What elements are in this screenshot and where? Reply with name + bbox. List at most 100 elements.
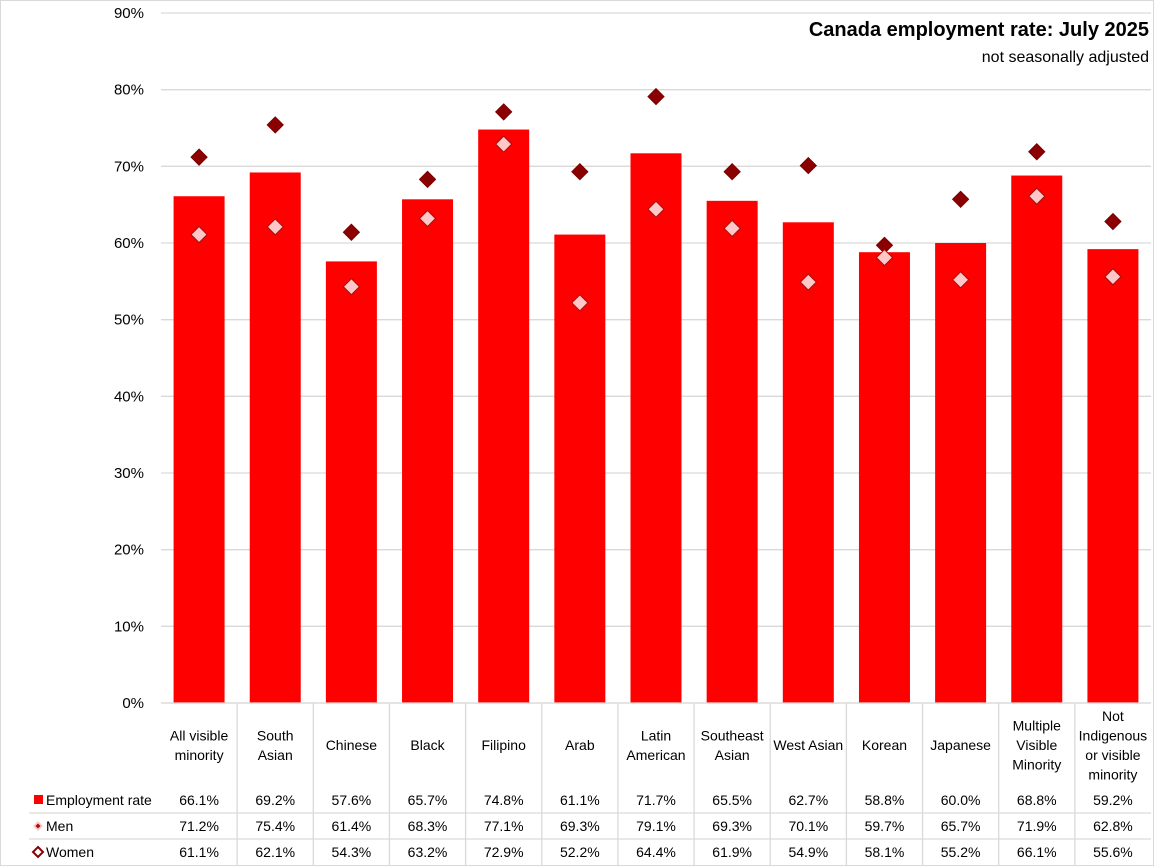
table-cell: 65.5% (712, 792, 752, 808)
table-cell: 52.2% (560, 844, 600, 860)
table-cell: 71.7% (636, 792, 676, 808)
table-row-label: Employment rate (46, 792, 152, 808)
y-tick-label: 80% (114, 82, 144, 99)
data-table: All visible minority South Asian Chinese Blac… (29, 702, 1151, 865)
bar (1011, 175, 1063, 704)
y-tick-label: 50% (114, 312, 144, 329)
y-tick-label: 0% (122, 695, 144, 712)
table-row-label: Women (46, 844, 94, 860)
marker-men (266, 116, 284, 134)
y-tick-label: 60% (114, 235, 144, 252)
x-category-label: South (257, 727, 294, 743)
marker-men (571, 162, 589, 181)
table-cell: 69.3% (560, 818, 600, 834)
marker-women (266, 218, 284, 236)
y-tick-label: 10% (114, 618, 144, 635)
x-category-label: All visible (170, 727, 229, 743)
table-cell: 71.9% (1017, 818, 1057, 834)
y-tick-label: 20% (114, 542, 144, 559)
table-row-label: Men (46, 818, 73, 834)
x-category-label: Not (1102, 708, 1124, 724)
table-cell: 60.0% (941, 792, 981, 808)
y-tick-label: 30% (114, 465, 144, 482)
table-cell: 64.4% (636, 844, 676, 860)
bar (173, 196, 225, 703)
table-cell: 62.7% (788, 792, 828, 808)
table-cell: 75.4% (255, 818, 295, 834)
table-cell: 68.8% (1017, 792, 1057, 808)
x-category-label: Black (410, 737, 445, 753)
y-tick-label: 70% (114, 158, 144, 175)
table-cell: 58.1% (865, 844, 905, 860)
table-cell: 69.2% (255, 792, 295, 808)
table-cell: 59.2% (1093, 792, 1133, 808)
table-cell: 66.1% (179, 792, 219, 808)
bar (478, 129, 530, 704)
x-category-label: Japanese (930, 737, 991, 753)
table-cell: 55.6% (1093, 844, 1133, 860)
bar (858, 252, 910, 703)
marker-women (951, 271, 970, 289)
marker-men (799, 156, 818, 175)
table-cell: 72.9% (484, 844, 524, 860)
bar (402, 199, 454, 704)
table-cell: 55.2% (941, 844, 981, 860)
x-category-label: West Asian (773, 737, 843, 753)
x-category-label: minority (175, 747, 224, 763)
x-category-label: American (626, 747, 685, 763)
table-cell: 59.7% (865, 818, 905, 834)
x-category-label: Filipino (482, 737, 527, 753)
marker-women (799, 273, 818, 291)
y-tick-label: 90% (114, 5, 144, 22)
marker-men (190, 148, 208, 166)
table-cell: 62.8% (1093, 818, 1133, 834)
table-cell: 68.3% (408, 818, 448, 834)
table-cell: 61.9% (712, 844, 752, 860)
table-cell: 61.1% (560, 792, 600, 808)
table-cell: 54.3% (332, 844, 372, 860)
bars (173, 129, 1139, 704)
marker-men (418, 170, 437, 189)
x-category-label: Korean (862, 737, 907, 753)
bar (325, 261, 377, 703)
table-cell: 62.1% (255, 844, 295, 860)
marker-women (190, 225, 208, 244)
bar (782, 222, 834, 704)
table-cell: 69.3% (712, 818, 752, 834)
table-cell: 63.2% (408, 844, 448, 860)
marker-women (418, 209, 437, 228)
marker-women (571, 294, 589, 312)
marker-men (723, 162, 741, 181)
table-cell: 57.6% (332, 792, 372, 808)
y-axis-ticks: 0% 10% 20% 30% 40% 50% 60% 70% 80% 90% (114, 5, 144, 712)
marker-women (1104, 268, 1122, 286)
table-cell: 65.7% (408, 792, 448, 808)
bar (1087, 249, 1139, 703)
marker-women (1028, 187, 1046, 205)
table-cell: 74.8% (484, 792, 524, 808)
marker-men (494, 103, 513, 121)
legend-key-women (31, 845, 45, 859)
x-category-label: Multiple (1013, 718, 1061, 734)
x-category-label: or visible (1085, 747, 1140, 763)
marker-men (342, 223, 361, 241)
marker-men (647, 87, 665, 106)
table-cell: 70.1% (788, 818, 828, 834)
legend-key-employment-rate (34, 795, 43, 804)
chart-subtitle: not seasonally adjusted (982, 49, 1149, 66)
table-cell: 54.9% (788, 844, 828, 860)
table-cell: 58.8% (865, 792, 905, 808)
table-cell: 66.1% (1017, 844, 1057, 860)
bar (935, 243, 987, 703)
marker-women (647, 200, 665, 218)
table-cell: 65.7% (941, 818, 981, 834)
table-cell: 61.1% (179, 844, 219, 860)
x-category-label: Indigenous (1079, 727, 1148, 743)
bar (630, 153, 682, 704)
marker-men (951, 190, 970, 209)
x-category-label: Arab (565, 737, 595, 753)
marker-women (875, 248, 894, 267)
x-category-label: Asian (258, 747, 293, 763)
